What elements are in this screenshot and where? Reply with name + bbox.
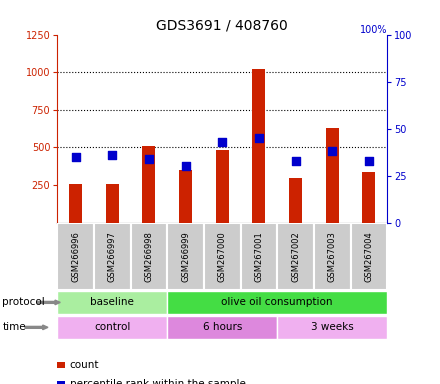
Text: time: time [2,322,26,333]
Text: GSM267003: GSM267003 [328,231,337,282]
Point [329,148,336,154]
Point [182,163,189,169]
Point [255,135,262,141]
Text: olive oil consumption: olive oil consumption [221,297,333,307]
Bar [363,172,375,223]
Bar [314,223,351,290]
Text: 100%: 100% [360,25,387,35]
Title: GDS3691 / 408760: GDS3691 / 408760 [156,18,288,32]
Bar [106,184,119,223]
Bar [167,316,277,339]
Bar [216,151,229,223]
Text: GSM267001: GSM267001 [254,231,264,282]
Text: baseline: baseline [90,297,134,307]
Bar [277,316,387,339]
Text: GSM266999: GSM266999 [181,231,190,282]
Bar [351,223,387,290]
Point [219,139,226,145]
Text: GSM267002: GSM267002 [291,231,300,282]
Text: GSM266998: GSM266998 [144,231,154,282]
Bar [326,128,339,223]
Text: percentile rank within the sample: percentile rank within the sample [70,379,246,384]
Point [72,154,79,160]
Text: GSM266997: GSM266997 [108,231,117,282]
Point [109,152,116,158]
Text: GSM267000: GSM267000 [218,231,227,282]
Bar [57,316,167,339]
Text: GSM266996: GSM266996 [71,231,80,282]
Point [365,157,372,164]
Bar [253,69,265,223]
Bar [131,223,167,290]
Bar [204,223,241,290]
Bar [179,170,192,223]
Bar [167,223,204,290]
Text: protocol: protocol [2,297,45,308]
Bar [167,291,387,314]
Bar [69,184,82,223]
Bar [289,178,302,223]
Bar [57,223,94,290]
Point [292,157,299,164]
Text: 6 hours: 6 hours [202,322,242,332]
Bar [94,223,131,290]
Bar [57,291,167,314]
Bar [241,223,277,290]
Text: 3 weeks: 3 weeks [311,322,354,332]
Point [145,156,152,162]
Bar [143,146,155,223]
Text: control: control [94,322,130,332]
Text: count: count [70,360,99,370]
Bar [277,223,314,290]
Text: GSM267004: GSM267004 [364,231,374,282]
